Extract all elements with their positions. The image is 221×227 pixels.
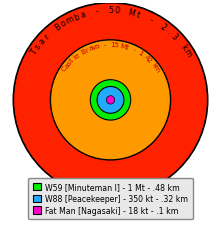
Text: a: a: [87, 45, 94, 52]
Text: .: .: [141, 52, 146, 59]
Text: M: M: [120, 43, 127, 50]
Text: 1: 1: [110, 42, 115, 48]
Text: t: t: [125, 44, 129, 51]
Text: 4: 4: [143, 54, 150, 62]
Text: a: a: [37, 37, 47, 46]
Text: r: r: [85, 47, 90, 53]
Legend: W59 [Minuteman I] - 1 Mt - .48 km, W88 [Peacekeeper] - 350 kt - .32 km, Fat Man : W59 [Minuteman I] - 1 Mt - .48 km, W88 […: [28, 178, 193, 220]
Text: 5: 5: [113, 42, 119, 48]
Text: r: r: [43, 32, 51, 41]
Text: s: s: [33, 43, 43, 51]
Text: l: l: [72, 55, 77, 61]
Text: m: m: [181, 47, 193, 59]
Text: o: o: [95, 43, 101, 50]
Text: C: C: [61, 65, 69, 72]
Circle shape: [106, 96, 115, 105]
Text: k: k: [150, 62, 158, 69]
Text: 0: 0: [115, 6, 120, 15]
Text: e: e: [74, 52, 81, 59]
Text: -: -: [94, 7, 99, 16]
Text: -: -: [103, 42, 107, 48]
Text: m: m: [152, 64, 161, 73]
Circle shape: [97, 87, 124, 114]
Text: 2: 2: [158, 22, 168, 32]
Text: b: b: [72, 12, 80, 22]
Text: -: -: [148, 15, 154, 25]
Text: s: s: [66, 59, 73, 66]
Text: T: T: [29, 48, 39, 57]
Text: a: a: [63, 62, 71, 69]
Text: m: m: [64, 14, 75, 26]
Text: a: a: [79, 10, 87, 20]
Circle shape: [13, 4, 208, 197]
Text: 1: 1: [137, 50, 144, 57]
Circle shape: [50, 41, 171, 160]
Text: 2: 2: [145, 56, 153, 64]
Text: o: o: [59, 18, 68, 29]
Text: B: B: [80, 48, 88, 55]
Circle shape: [90, 80, 131, 121]
Text: v: v: [91, 44, 97, 51]
Text: .: .: [165, 27, 173, 36]
Text: M: M: [127, 8, 136, 18]
Text: 5: 5: [108, 6, 113, 15]
Text: k: k: [178, 42, 188, 52]
Text: B: B: [53, 22, 63, 33]
Text: 3: 3: [169, 32, 179, 41]
Text: -: -: [131, 47, 136, 53]
Text: t: t: [69, 57, 75, 63]
Text: t: t: [135, 10, 141, 20]
